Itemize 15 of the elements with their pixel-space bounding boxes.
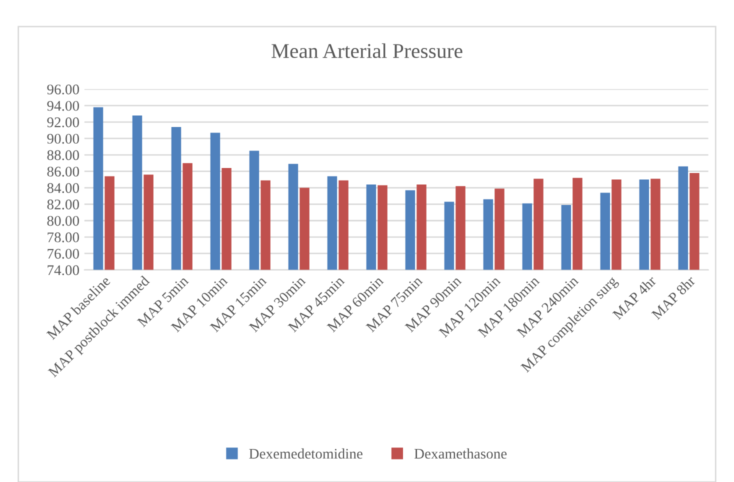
y-tick-label: 78.00 <box>48 232 79 242</box>
y-tick-label: 90.00 <box>47 134 79 144</box>
y-tick-label: 94.00 <box>47 100 79 111</box>
y-tick-label: 88.00 <box>47 150 79 160</box>
chart-title: Mean Arterial Pressure <box>272 43 462 58</box>
y-tick-label: 82.00 <box>47 200 79 210</box>
y-tick-label: 74.00 <box>48 265 79 276</box>
y-tick-label: 86.00 <box>47 166 79 177</box>
y-tick-label: 80.00 <box>47 216 79 226</box>
legend-label: Dexamethasone <box>414 448 507 459</box>
legend-label: Dexemedetomidine <box>249 448 362 459</box>
y-tick-label: 92.00 <box>47 117 79 128</box>
y-tick-label: 76.00 <box>48 248 79 259</box>
y-tick-label: 84.00 <box>47 183 79 194</box>
y-tick-label: 96.00 <box>47 84 79 94</box>
